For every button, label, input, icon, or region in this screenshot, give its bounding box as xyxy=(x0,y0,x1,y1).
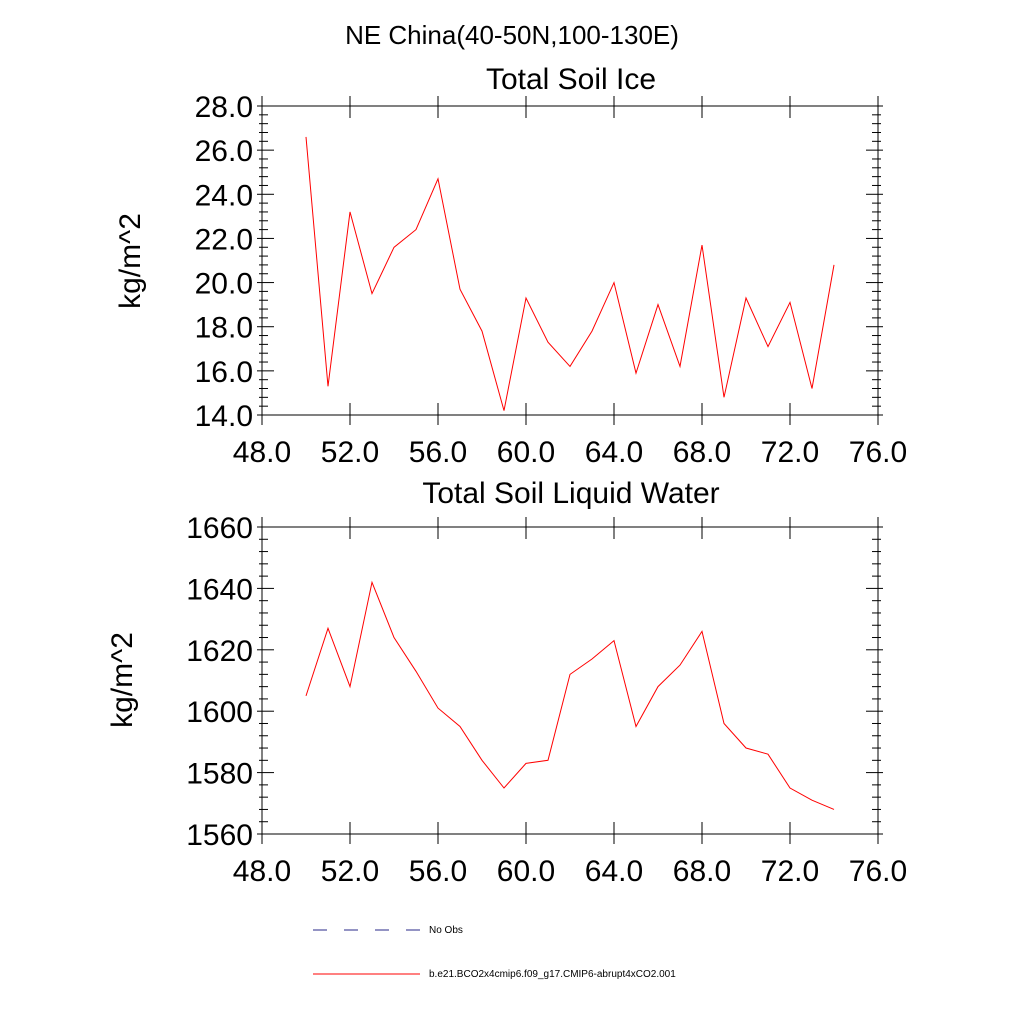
y-tick-label: 1640 xyxy=(186,573,253,606)
y-axis-label: kg/m^2 xyxy=(114,213,147,309)
x-tick-label: 68.0 xyxy=(673,855,731,888)
x-tick-label: 76.0 xyxy=(849,855,907,888)
y-axis-label: kg/m^2 xyxy=(106,632,139,728)
x-tick-label: 48.0 xyxy=(233,436,291,469)
x-tick-label: 68.0 xyxy=(673,436,731,469)
y-tick-label: 26.0 xyxy=(195,135,253,168)
x-tick-label: 52.0 xyxy=(321,855,379,888)
x-tick-label: 56.0 xyxy=(409,855,467,888)
chart-panel-soil-liquid-water: Total Soil Liquid Water kg/m^2 48.0 52.0 5… xyxy=(106,477,907,888)
x-tick-label: 64.0 xyxy=(585,855,643,888)
y-tick-label: 14.0 xyxy=(195,400,253,433)
x-tick-label: 60.0 xyxy=(497,855,555,888)
plot-area xyxy=(261,526,879,835)
x-tick-label: 56.0 xyxy=(409,436,467,469)
y-tick-label: 28.0 xyxy=(195,91,253,124)
x-tick-label: 72.0 xyxy=(761,436,819,469)
series-line xyxy=(305,136,835,411)
y-tick-label: 1620 xyxy=(186,635,253,668)
plot-area xyxy=(261,105,879,416)
y-tick-label: 1600 xyxy=(186,696,253,729)
x-tick-label: 60.0 xyxy=(497,436,555,469)
page-title: NE China(40-50N,100-130E) xyxy=(345,20,679,50)
tick-group: 48.0 52.0 56.0 60.0 64.0 68.0 72.0 76.0 1560 1580… xyxy=(186,512,907,888)
x-tick-label: 48.0 xyxy=(233,855,291,888)
x-tick-label: 76.0 xyxy=(849,436,907,469)
chart-panel-soil-ice: Total Soil Ice kg/m^2 48.0 52.0 56.0 60.0 64… xyxy=(114,63,907,469)
y-tick-label: 1560 xyxy=(186,819,253,852)
y-tick-label: 20.0 xyxy=(195,268,253,301)
tick-group: 48.0 52.0 56.0 60.0 64.0 68.0 72.0 76.0 14.0 16.0… xyxy=(195,91,908,469)
y-tick-label: 18.0 xyxy=(195,312,253,345)
y-tick-label: 22.0 xyxy=(195,223,253,256)
legend: No Obs b.e21.BCO2x4cmip6.f09_g17.CMIP6-a… xyxy=(313,925,676,980)
y-tick-label: 16.0 xyxy=(195,356,253,389)
x-tick-label: 64.0 xyxy=(585,436,643,469)
legend-label-model: b.e21.BCO2x4cmip6.f09_g17.CMIP6-abrupt4x… xyxy=(429,969,676,980)
x-tick-label: 52.0 xyxy=(321,436,379,469)
plot-frame xyxy=(261,526,879,835)
chart-title: Total Soil Ice xyxy=(486,63,656,96)
y-tick-label: 1660 xyxy=(186,512,253,545)
chart-title: Total Soil Liquid Water xyxy=(422,477,719,510)
series-line xyxy=(305,580,835,810)
x-tick-label: 72.0 xyxy=(761,855,819,888)
legend-label-no-obs: No Obs xyxy=(429,925,463,936)
y-tick-label: 24.0 xyxy=(195,179,253,212)
y-tick-label: 1580 xyxy=(186,758,253,791)
plot-frame xyxy=(261,105,879,416)
